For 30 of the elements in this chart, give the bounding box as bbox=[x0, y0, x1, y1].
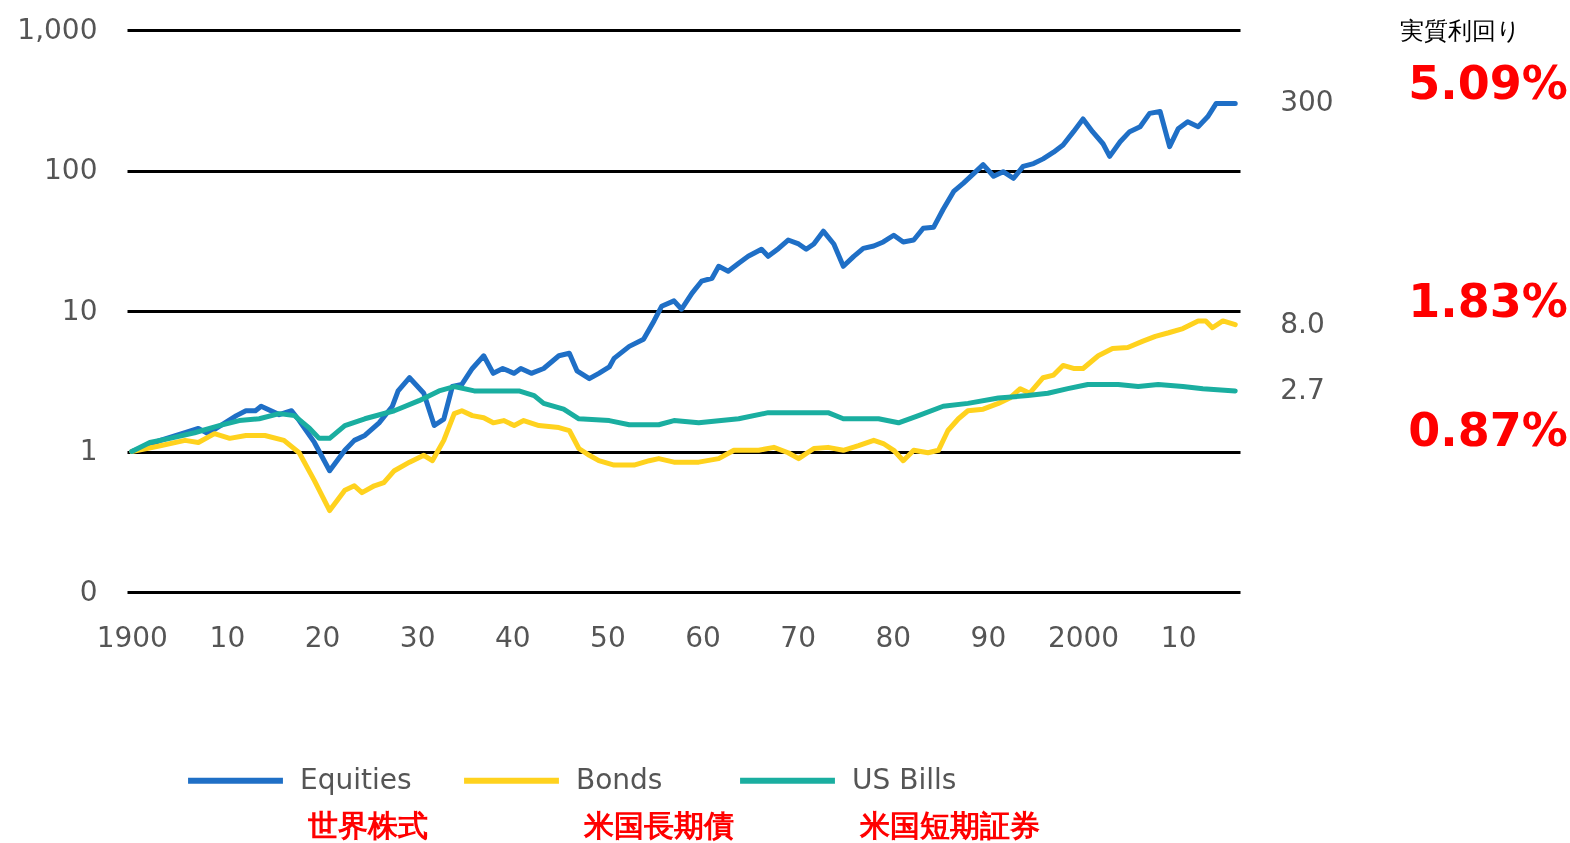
text: 2.7 bbox=[1280, 372, 1325, 406]
x-tick-label: 90 bbox=[970, 620, 1007, 654]
x-tick-label: 70 bbox=[780, 620, 816, 654]
legend-label: Bonds bbox=[576, 762, 663, 796]
x-tick-label: 40 bbox=[494, 620, 531, 654]
x-tick-label: 60 bbox=[685, 620, 721, 654]
legend-label: US Bills bbox=[852, 762, 957, 796]
x-tick-label: 80 bbox=[875, 620, 912, 654]
x-tick-label: 1900 bbox=[96, 620, 168, 654]
text: 実質利回り bbox=[1399, 17, 1521, 45]
y-tick-label: 1 bbox=[79, 434, 98, 467]
legend-label: Equities bbox=[300, 762, 412, 796]
y-tick-label: 10 bbox=[61, 293, 98, 327]
text: 世界株式 bbox=[307, 808, 428, 843]
y-tick-label: 0 bbox=[79, 574, 98, 608]
y-tick-label: 1,000 bbox=[17, 12, 98, 46]
text: 300 bbox=[1280, 85, 1334, 119]
x-tick-label: 10 bbox=[209, 620, 246, 654]
text: 5.09% bbox=[1408, 56, 1568, 110]
text: 8.0 bbox=[1280, 306, 1325, 340]
text: 米国長期債 bbox=[583, 808, 734, 843]
y-tick-label: 100 bbox=[44, 153, 98, 186]
text: 0.87% bbox=[1408, 403, 1568, 457]
x-tick-label: 2000 bbox=[1047, 620, 1120, 654]
x-tick-label: 10 bbox=[1160, 620, 1197, 654]
text: 米国短期証券 bbox=[859, 808, 1040, 843]
x-tick-label: 50 bbox=[590, 620, 626, 654]
text: 1.83% bbox=[1408, 274, 1568, 328]
x-tick-label: 20 bbox=[304, 620, 341, 654]
x-tick-label: 30 bbox=[399, 620, 436, 654]
